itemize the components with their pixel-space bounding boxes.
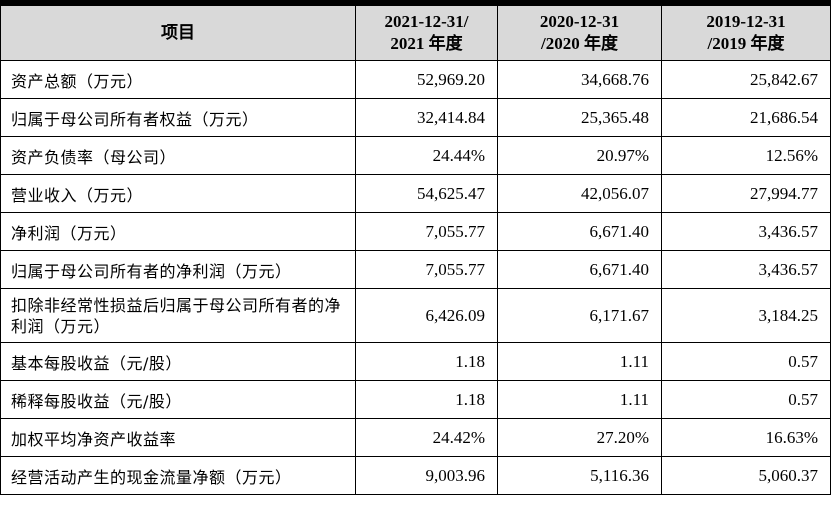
cell-2021: 6,426.09 — [355, 288, 498, 343]
row-label: 稀释每股收益（元/股） — [0, 380, 356, 419]
cell-2020: 6,171.67 — [497, 288, 662, 343]
cell-2019: 27,994.77 — [661, 174, 831, 213]
cell-2019: 16.63% — [661, 418, 831, 457]
cell-2019: 3,436.57 — [661, 212, 831, 251]
cell-2019: 3,436.57 — [661, 250, 831, 289]
cell-2020: 6,671.40 — [497, 250, 662, 289]
cell-2020: 5,116.36 — [497, 456, 662, 495]
table-row: 扣除非经常性损益后归属于母公司所有者的净利润（万元） 6,426.09 6,17… — [0, 288, 831, 343]
cell-2021: 32,414.84 — [355, 98, 498, 137]
table-row: 资产总额（万元） 52,969.20 34,668.76 25,842.67 — [0, 60, 831, 99]
row-label: 营业收入（万元） — [0, 174, 356, 213]
table-row: 资产负债率（母公司） 24.44% 20.97% 12.56% — [0, 136, 831, 175]
cell-2020: 1.11 — [497, 342, 662, 381]
cell-2019: 0.57 — [661, 380, 831, 419]
row-label: 归属于母公司所有者权益（万元） — [0, 98, 356, 137]
cell-2020: 27.20% — [497, 418, 662, 457]
cell-2021: 24.44% — [355, 136, 498, 175]
row-label: 归属于母公司所有者的净利润（万元） — [0, 250, 356, 289]
table-header: 项目 2021-12-31/ 2021 年度 2020-12-31 /2020 … — [0, 5, 831, 61]
header-2019-date: 2019-12-31 — [706, 12, 786, 31]
cell-2019: 5,060.37 — [661, 456, 831, 495]
row-label: 加权平均净资产收益率 — [0, 418, 356, 457]
header-row: 项目 2021-12-31/ 2021 年度 2020-12-31 /2020 … — [0, 5, 831, 61]
row-label: 经营活动产生的现金流量净额（万元） — [0, 456, 356, 495]
table-row: 基本每股收益（元/股） 1.18 1.11 0.57 — [0, 342, 831, 381]
header-item: 项目 — [0, 5, 356, 61]
header-2021-year: 2021 年度 — [390, 34, 463, 53]
cell-2020: 6,671.40 — [497, 212, 662, 251]
row-label: 扣除非经常性损益后归属于母公司所有者的净利润（万元） — [0, 288, 356, 343]
cell-2021: 1.18 — [355, 342, 498, 381]
cell-2019: 3,184.25 — [661, 288, 831, 343]
row-label: 基本每股收益（元/股） — [0, 342, 356, 381]
cell-2019: 0.57 — [661, 342, 831, 381]
cell-2021: 52,969.20 — [355, 60, 498, 99]
cell-2019: 12.56% — [661, 136, 831, 175]
table-row: 归属于母公司所有者的净利润（万元） 7,055.77 6,671.40 3,43… — [0, 250, 831, 289]
cell-2019: 21,686.54 — [661, 98, 831, 137]
cell-2021: 24.42% — [355, 418, 498, 457]
top-rule — [0, 0, 831, 5]
table-row: 加权平均净资产收益率 24.42% 27.20% 16.63% — [0, 418, 831, 457]
header-2019-year: /2019 年度 — [707, 34, 785, 53]
table-row: 归属于母公司所有者权益（万元） 32,414.84 25,365.48 21,6… — [0, 98, 831, 137]
table-row: 稀释每股收益（元/股） 1.18 1.11 0.57 — [0, 380, 831, 419]
table-row: 经营活动产生的现金流量净额（万元） 9,003.96 5,116.36 5,06… — [0, 456, 831, 495]
cell-2020: 25,365.48 — [497, 98, 662, 137]
cell-2021: 1.18 — [355, 380, 498, 419]
row-label: 资产负债率（母公司） — [0, 136, 356, 175]
cell-2020: 42,056.07 — [497, 174, 662, 213]
table-body: 资产总额（万元） 52,969.20 34,668.76 25,842.67 归… — [0, 60, 831, 495]
header-2020: 2020-12-31 /2020 年度 — [497, 5, 662, 61]
table-row: 营业收入（万元） 54,625.47 42,056.07 27,994.77 — [0, 174, 831, 213]
cell-2020: 20.97% — [497, 136, 662, 175]
row-label: 净利润（万元） — [0, 212, 356, 251]
cell-2019: 25,842.67 — [661, 60, 831, 99]
table-row: 净利润（万元） 7,055.77 6,671.40 3,436.57 — [0, 212, 831, 251]
header-2021-date: 2021-12-31/ — [384, 12, 469, 31]
cell-2021: 7,055.77 — [355, 250, 498, 289]
header-2020-year: /2020 年度 — [541, 34, 618, 53]
header-2020-date: 2020-12-31 — [539, 12, 620, 31]
header-2021: 2021-12-31/ 2021 年度 — [355, 5, 498, 61]
row-label: 资产总额（万元） — [0, 60, 356, 99]
header-2019: 2019-12-31 /2019 年度 — [661, 5, 831, 61]
cell-2021: 54,625.47 — [355, 174, 498, 213]
cell-2020: 34,668.76 — [497, 60, 662, 99]
cell-2021: 7,055.77 — [355, 212, 498, 251]
cell-2021: 9,003.96 — [355, 456, 498, 495]
cell-2020: 1.11 — [497, 380, 662, 419]
financial-summary-table: 项目 2021-12-31/ 2021 年度 2020-12-31 /2020 … — [0, 5, 831, 495]
